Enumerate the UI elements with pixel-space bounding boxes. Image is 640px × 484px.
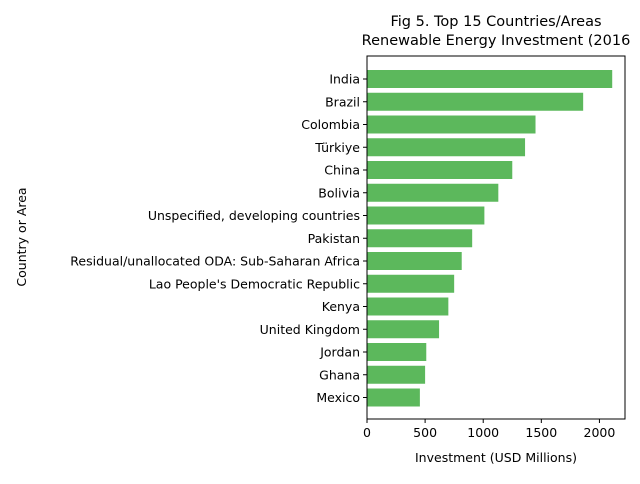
bar [367, 229, 473, 248]
chart-title-line2: Renewable Energy Investment (2016 [362, 33, 631, 49]
y-axis-label: Country or Area [14, 187, 29, 286]
x-tick-label: 0 [363, 425, 371, 440]
bar [367, 161, 513, 179]
x-tick-label: 1500 [525, 425, 557, 440]
bar [367, 183, 499, 202]
y-tick-label: Jordan [319, 345, 360, 360]
y-tick-label: Pakistan [308, 231, 360, 246]
bar [367, 206, 485, 225]
y-tick-label: Colombia [301, 117, 360, 132]
x-tick-label: 1000 [467, 425, 499, 440]
y-tick-label: Residual/unallocated ODA: Sub-Saharan Af… [70, 254, 360, 269]
y-tick-label: Lao People's Democratic Republic [149, 276, 360, 291]
plot-frame [366, 55, 626, 420]
y-tick-label: Bolivia [318, 185, 360, 200]
chart-title-line1: Fig 5. Top 15 Countries/Areas [390, 14, 601, 30]
bar [367, 388, 420, 407]
bar [367, 320, 440, 339]
x-tick-label: 500 [413, 425, 437, 440]
bar [367, 92, 584, 111]
y-tick-label: United Kingdom [260, 322, 360, 337]
bar [367, 297, 449, 316]
bar [367, 365, 426, 384]
y-tick-label: India [329, 72, 360, 87]
bar [367, 343, 427, 361]
y-tick-label: Kenya [322, 299, 360, 314]
bar [367, 115, 536, 134]
bar [367, 252, 462, 270]
bar [367, 274, 455, 293]
x-tick-label: 2000 [584, 425, 616, 440]
bar [367, 70, 613, 88]
y-tick-label: Brazil [325, 94, 360, 109]
x-axis-label: Investment (USD Millions) [415, 450, 577, 465]
y-tick-label: Türkiye [314, 140, 360, 155]
y-tick-label: Ghana [319, 367, 360, 382]
y-tick-label: Unspecified, developing countries [148, 208, 360, 223]
y-tick-label: Mexico [316, 390, 360, 405]
y-tick-label: China [324, 163, 360, 178]
bar [367, 138, 526, 157]
